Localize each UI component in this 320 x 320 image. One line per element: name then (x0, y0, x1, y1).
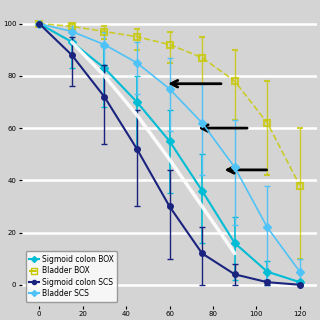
Legend: Sigmoid colon BOX, Bladder BOX, Sigmoid colon SCS, Bladder SCS: Sigmoid colon BOX, Bladder BOX, Sigmoid … (26, 251, 117, 302)
